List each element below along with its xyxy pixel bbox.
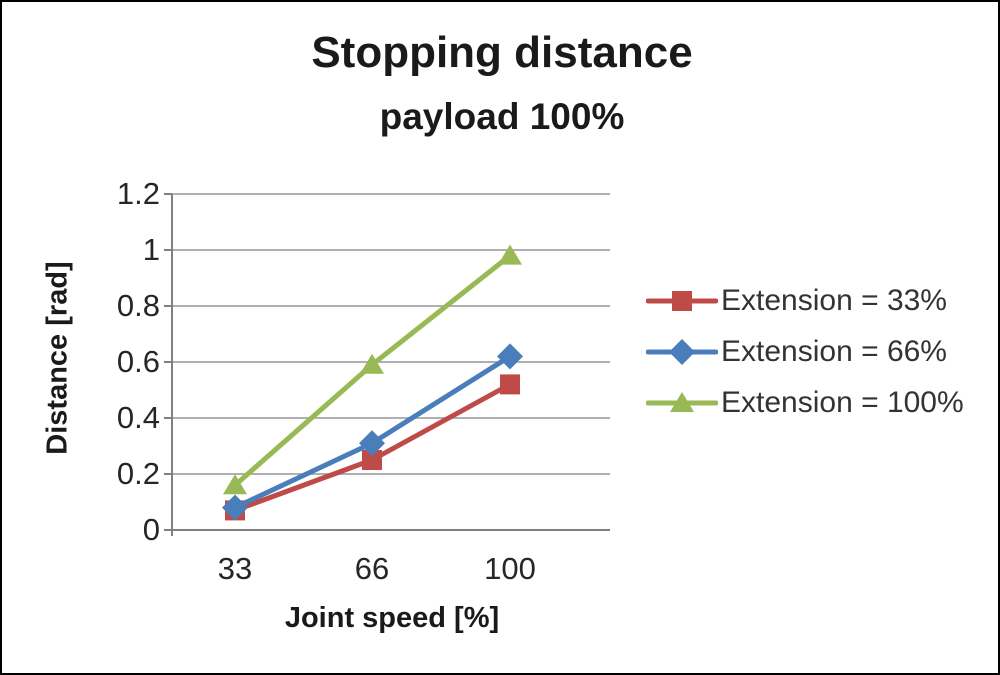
y-tick-label: 0.2 (116, 456, 160, 491)
legend-label: Extension = 33% (721, 284, 947, 317)
y-tick-label: 0.8 (116, 288, 160, 323)
legend-item: Extension = 33% (646, 284, 964, 318)
y-tick-label: 0 (142, 512, 160, 547)
y-tick-label: 0.4 (116, 400, 160, 435)
legend-label: Extension = 66% (721, 335, 947, 368)
legend-item: Extension = 100% (646, 386, 964, 420)
y-axis-title: Distance [rad] (41, 261, 74, 455)
legend: Extension = 33% Extension = 66% Extensio… (646, 284, 964, 437)
x-tick-label: 33 (217, 551, 253, 586)
y-tick-label: 1 (142, 232, 160, 267)
chart-title: Stopping distance (311, 28, 693, 77)
x-tick-label: 66 (354, 551, 390, 586)
y-tick-label: 1.2 (116, 176, 160, 211)
legend-item: Extension = 66% (646, 335, 964, 369)
chart-subtitle: payload 100% (379, 96, 625, 137)
legend-label: Extension = 100% (721, 386, 964, 419)
legend-key-triangle-icon (646, 392, 718, 412)
x-tick-label: 100 (484, 551, 536, 586)
y-tick-label: 0.6 (116, 344, 160, 379)
legend-key-square-icon (646, 291, 718, 311)
legend-key-diamond-icon (646, 339, 718, 365)
x-axis-title: Joint speed [%] (284, 602, 500, 634)
